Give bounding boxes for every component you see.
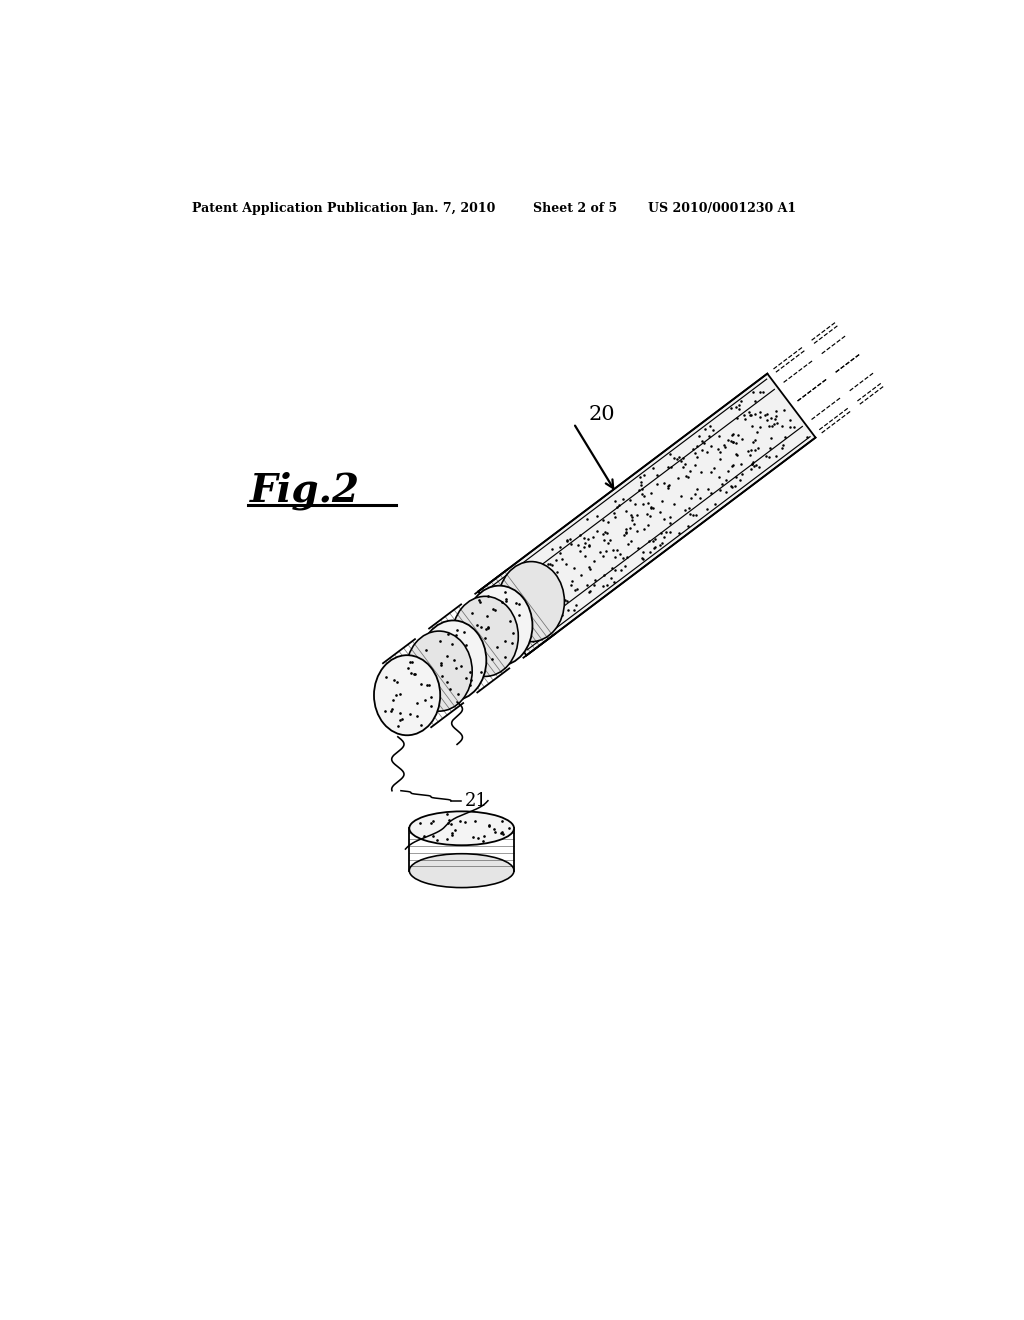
Text: US 2010/0001230 A1: US 2010/0001230 A1 bbox=[648, 202, 796, 215]
Ellipse shape bbox=[452, 597, 518, 676]
Text: 20: 20 bbox=[589, 404, 615, 424]
Polygon shape bbox=[478, 374, 815, 655]
Text: Sheet 2 of 5: Sheet 2 of 5 bbox=[534, 202, 617, 215]
Text: Fig.2: Fig.2 bbox=[250, 471, 359, 511]
Ellipse shape bbox=[410, 812, 514, 845]
Ellipse shape bbox=[374, 655, 440, 735]
Ellipse shape bbox=[420, 620, 486, 701]
Text: Jan. 7, 2010: Jan. 7, 2010 bbox=[412, 202, 496, 215]
Ellipse shape bbox=[499, 561, 564, 642]
Text: Patent Application Publication: Patent Application Publication bbox=[193, 202, 408, 215]
Ellipse shape bbox=[410, 854, 514, 887]
Text: 21: 21 bbox=[465, 792, 487, 809]
Ellipse shape bbox=[466, 586, 532, 665]
Ellipse shape bbox=[406, 631, 472, 711]
